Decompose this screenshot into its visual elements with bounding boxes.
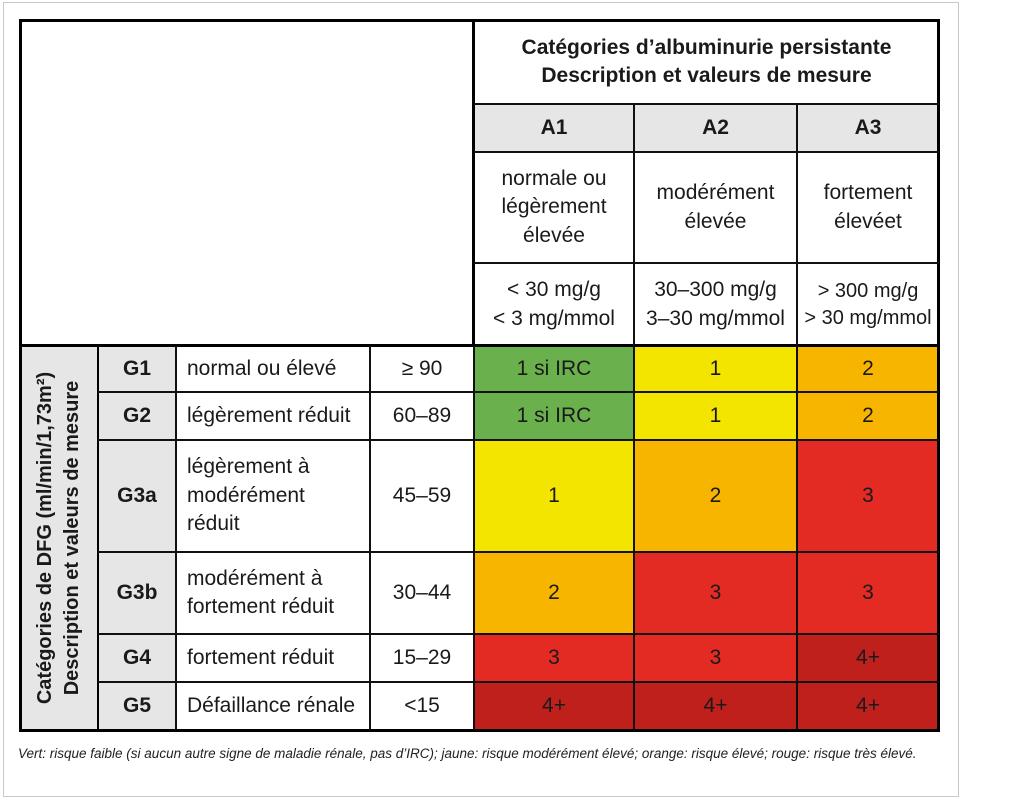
albuminuria-values-a1-line1: < 30 mg/g <box>507 278 601 302</box>
dfg-desc-g1: normal ou élevé <box>176 346 370 392</box>
dfg-code-g5: G5 <box>98 682 176 730</box>
dfg-desc-g3b-text: modérément à fortement réduit <box>187 566 335 618</box>
albuminuria-header-line2: Description et valeurs de mesure <box>541 64 872 87</box>
dfg-category-label-line2: Description et valeurs de mesure <box>61 380 83 695</box>
risk-cell-g1-a1: 1 si IRC <box>474 346 634 392</box>
albuminuria-values-a1-line2: < 3 mg/mmol <box>493 306 615 330</box>
dfg-range-g3a: 45–59 <box>370 440 474 552</box>
albuminuria-desc-a2-text: modérément élevée <box>656 181 775 233</box>
risk-cell-g4-a3: 4+ <box>797 634 939 682</box>
risk-cell-g2-a1: 1 si IRC <box>474 392 634 440</box>
empty-corner <box>20 20 474 346</box>
dfg-category-label-line1: Catégories de DFG (ml/min/1,73m²) <box>34 371 56 704</box>
dfg-range-g4: 15–29 <box>370 634 474 682</box>
albuminuria-values-a3: > 300 mg/g > 30 mg/mmol <box>797 263 939 346</box>
albuminuria-desc-a3-text: fortement élevéet <box>823 181 913 233</box>
albuminuria-values-a1: < 30 mg/g < 3 mg/mmol <box>474 263 634 346</box>
risk-cell-g2-a2: 1 <box>634 392 797 440</box>
dfg-code-g2: G2 <box>98 392 176 440</box>
albuminuria-desc-a1: normale ou légèrement élevée <box>474 152 634 263</box>
albuminuria-code-a3: A3 <box>797 104 939 152</box>
risk-cell-g3a-a2: 2 <box>634 440 797 552</box>
risk-legend-footnote: Vert: risque faible (si aucun autre sign… <box>18 746 917 761</box>
dfg-code-g4: G4 <box>98 634 176 682</box>
dfg-category-label: Catégories de DFG (ml/min/1,73m²) Descri… <box>20 345 98 730</box>
albuminuria-desc-a3: fortement élevéet <box>797 152 939 263</box>
albuminuria-code-a1: A1 <box>474 104 634 152</box>
risk-cell-g1-a3: 2 <box>797 346 939 392</box>
dfg-desc-g2: légèrement réduit <box>176 392 370 440</box>
dfg-code-g3b: G3b <box>98 552 176 634</box>
risk-cell-g3a-a3: 3 <box>797 440 939 552</box>
albuminuria-header: Catégories d’albuminurie persistante Des… <box>474 20 939 104</box>
dfg-desc-g3a-text: légèrement à modérément réduit <box>187 455 310 536</box>
risk-cell-g4-a1: 3 <box>474 634 634 682</box>
dfg-range-g1: ≥ 90 <box>370 346 474 392</box>
albuminuria-desc-a1-text: normale ou légèrement élevée <box>501 166 607 247</box>
dfg-range-g5: <15 <box>370 682 474 730</box>
risk-cell-g5-a2: 4+ <box>634 682 797 730</box>
risk-cell-g3a-a1: 1 <box>474 440 634 552</box>
risk-cell-g1-a2: 1 <box>634 346 797 392</box>
dfg-code-g1: G1 <box>98 346 176 392</box>
dfg-desc-g4: fortement réduit <box>176 634 370 682</box>
dfg-desc-g3b: modérément à fortement réduit <box>176 552 370 634</box>
albuminuria-desc-a2: modérément élevée <box>634 152 797 263</box>
risk-cell-g5-a3: 4+ <box>797 682 939 730</box>
risk-cell-g2-a3: 2 <box>797 392 939 440</box>
figure-frame <box>3 2 959 797</box>
albuminuria-values-a2-line1: 30–300 mg/g <box>654 278 777 302</box>
albuminuria-values-a3-line1: > 300 mg/g <box>817 279 919 302</box>
risk-cell-g4-a2: 3 <box>634 634 797 682</box>
risk-cell-g3b-a1: 2 <box>474 552 634 634</box>
dfg-range-g2: 60–89 <box>370 392 474 440</box>
dfg-desc-g3a: légèrement à modérément réduit <box>176 440 370 552</box>
albuminuria-code-a2: A2 <box>634 104 797 152</box>
dfg-range-g3b: 30–44 <box>370 552 474 634</box>
albuminuria-header-line1: Catégories d’albuminurie persistante <box>521 35 892 59</box>
risk-cell-g3b-a2: 3 <box>634 552 797 634</box>
albuminuria-values-a3-line2: > 30 mg/mmol <box>804 306 932 329</box>
risk-cell-g5-a1: 4+ <box>474 682 634 730</box>
risk-cell-g3b-a3: 3 <box>797 552 939 634</box>
albuminuria-values-a2: 30–300 mg/g 3–30 mg/mmol <box>634 263 797 346</box>
albuminuria-values-a2-line2: 3–30 mg/mmol <box>646 306 785 330</box>
dfg-code-g3a: G3a <box>98 440 176 552</box>
dfg-desc-g5: Défaillance rénale <box>176 682 370 730</box>
